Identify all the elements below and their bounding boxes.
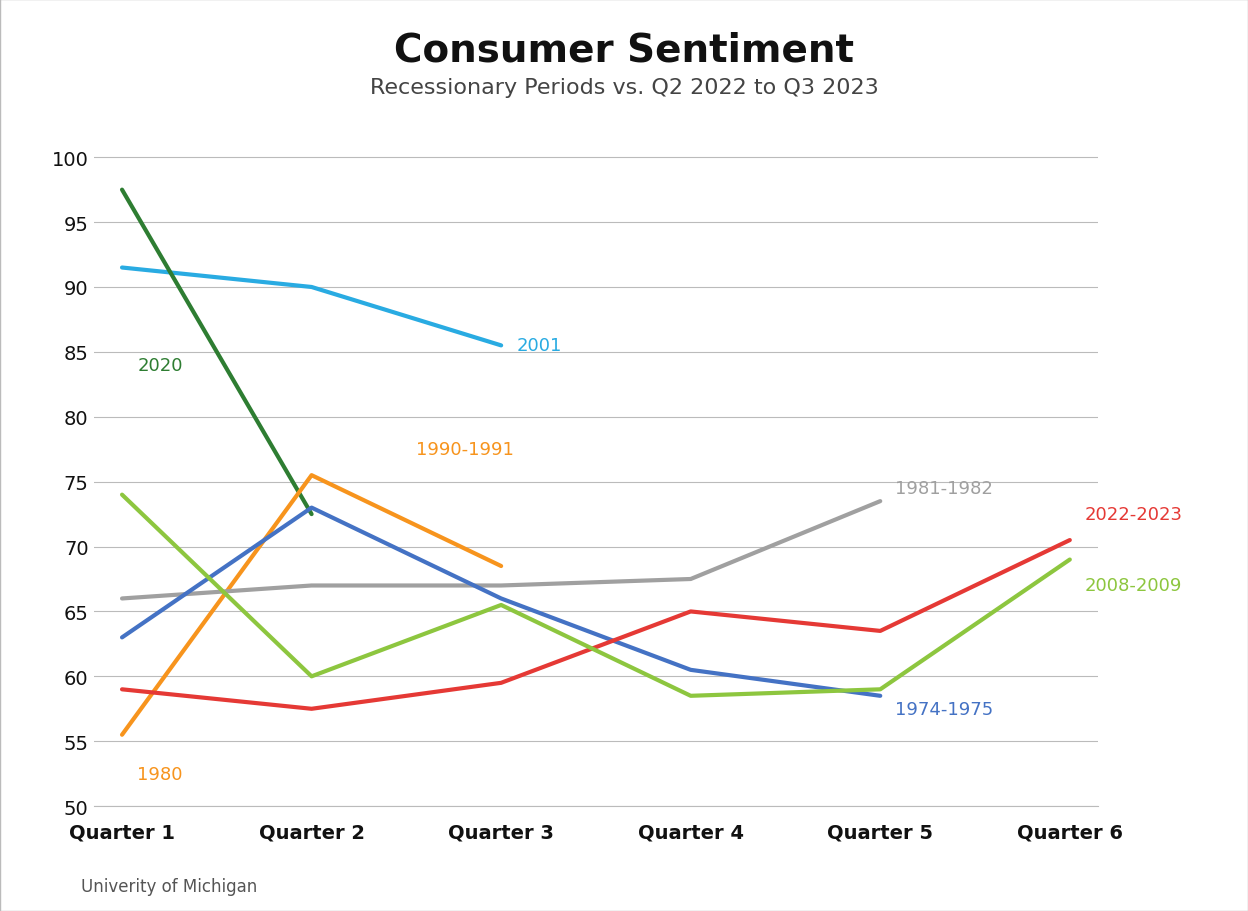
Text: 1981-1982: 1981-1982 (895, 479, 993, 497)
Text: 2001: 2001 (517, 337, 562, 355)
Text: 1990-1991: 1990-1991 (416, 441, 514, 459)
Text: Recessionary Periods vs. Q2 2022 to Q3 2023: Recessionary Periods vs. Q2 2022 to Q3 2… (369, 77, 879, 97)
Text: 2022-2023: 2022-2023 (1085, 506, 1183, 524)
Text: Univerity of Michigan: Univerity of Michigan (81, 876, 257, 895)
Text: 2008-2009: 2008-2009 (1085, 577, 1182, 595)
Text: 2020: 2020 (137, 356, 182, 374)
Text: Consumer Sentiment: Consumer Sentiment (394, 32, 854, 70)
Text: 1980: 1980 (137, 765, 182, 783)
Text: 1974-1975: 1974-1975 (895, 700, 993, 718)
